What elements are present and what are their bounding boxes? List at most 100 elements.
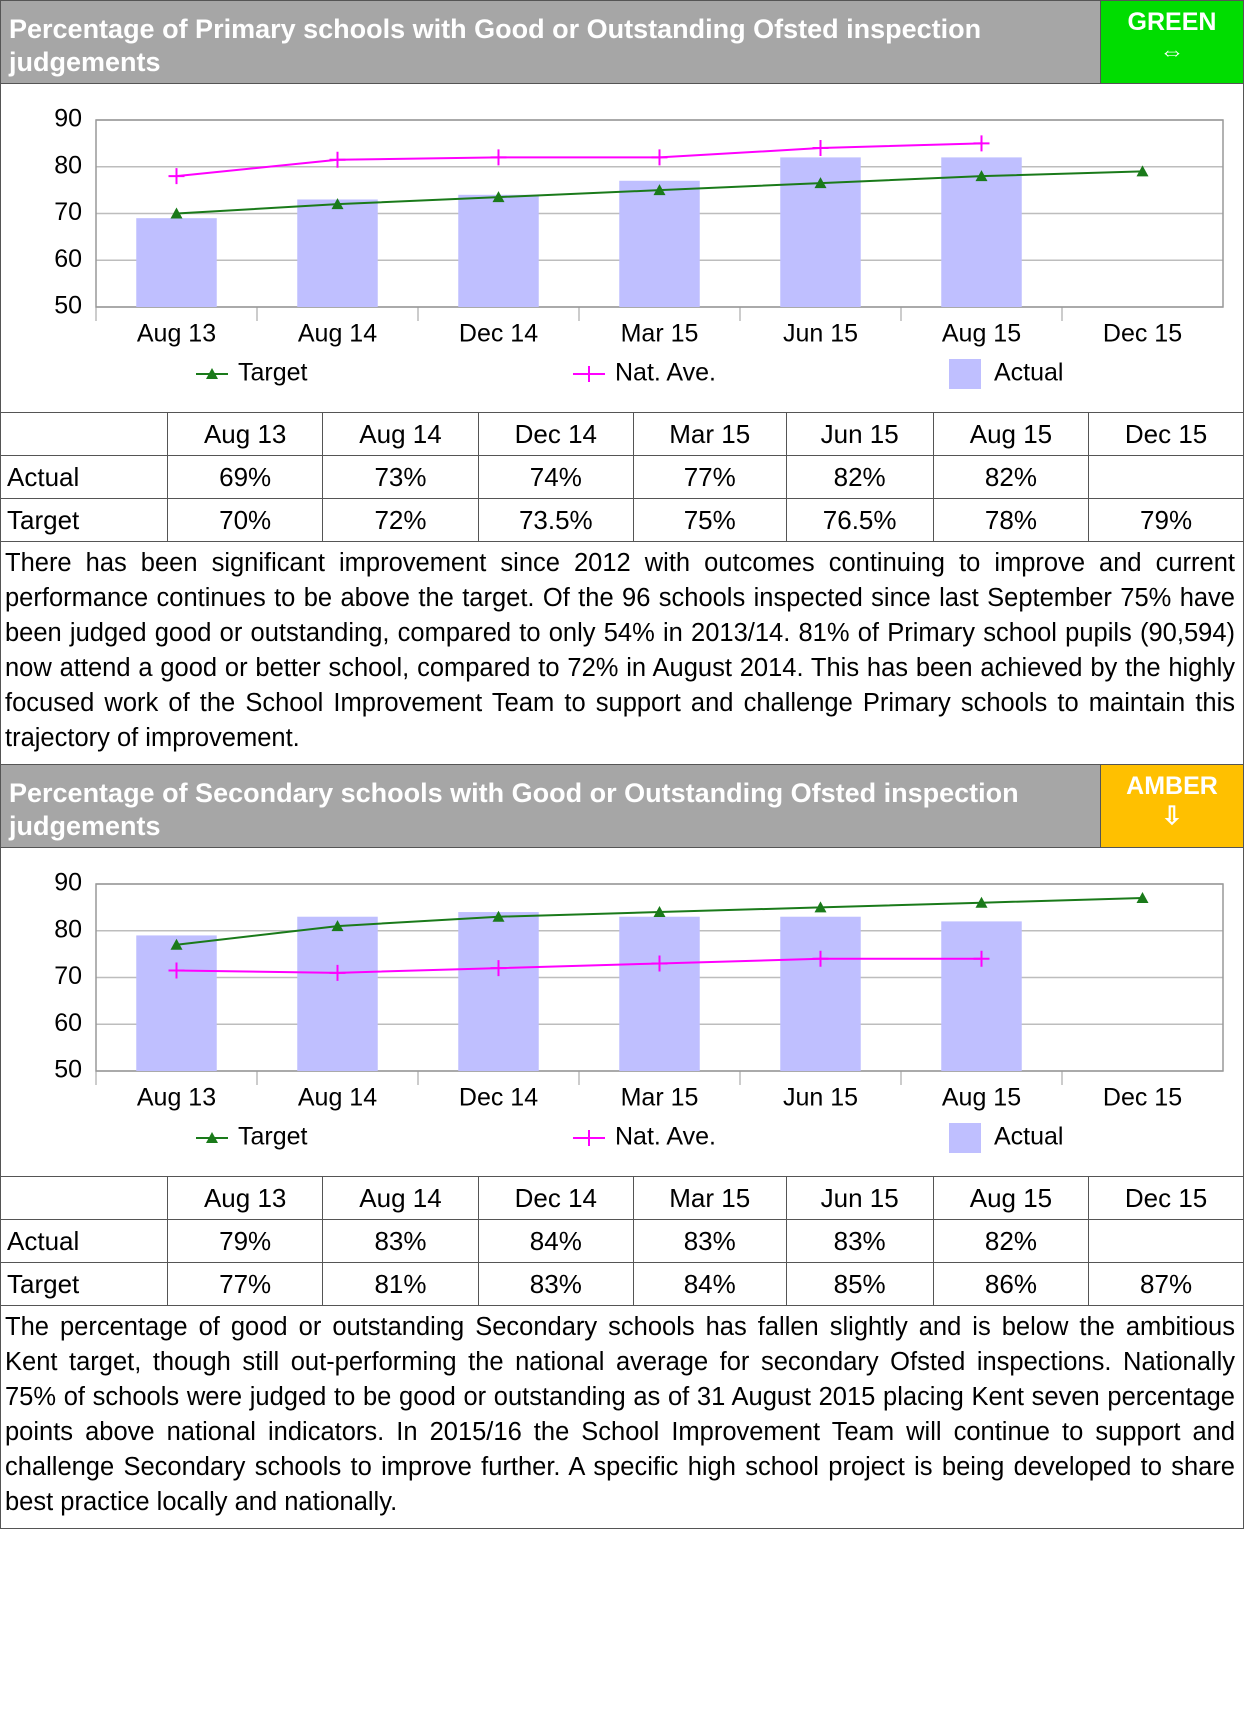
marker xyxy=(581,366,597,382)
marker xyxy=(170,207,183,219)
cell: 85% xyxy=(785,1262,934,1306)
cell: 87% xyxy=(1088,1262,1243,1306)
data-table: Aug 13 Aug 14 Dec 14 Mar 15 Jun 15 Aug 15 Dec … xyxy=(1,413,1243,542)
marker xyxy=(206,368,218,379)
legend-label: Nat. Ave. xyxy=(615,359,716,387)
marker xyxy=(170,938,183,950)
commentary: There has been significant improvement s… xyxy=(1,542,1243,765)
bar xyxy=(297,199,378,307)
corner-cell xyxy=(1,413,168,456)
legend-label: Actual xyxy=(994,359,1063,387)
marker xyxy=(653,906,666,918)
header-cell: Jun 15 xyxy=(785,413,934,456)
marker xyxy=(973,950,990,967)
cell: 74% xyxy=(477,455,634,499)
marker xyxy=(168,962,185,979)
legend-swatch xyxy=(949,1123,981,1153)
row-label: Actual xyxy=(1,455,168,499)
header-cell: Dec 15 xyxy=(1088,413,1243,456)
bar xyxy=(136,935,217,1071)
empty-cell xyxy=(1088,1219,1243,1263)
report: Percentage of Primary schools with Good … xyxy=(0,0,1244,1529)
x-tick-label: Dec 15 xyxy=(1103,320,1182,348)
y-tick-label: 70 xyxy=(54,962,82,990)
cell: 83% xyxy=(322,1219,479,1263)
cell: 75% xyxy=(632,498,787,542)
legend-label: Actual xyxy=(994,1123,1063,1151)
cell: 84% xyxy=(477,1219,634,1263)
cell: 78% xyxy=(932,498,1090,542)
y-tick-label: 60 xyxy=(54,245,82,273)
x-tick-label: Jun 15 xyxy=(783,320,858,348)
marker xyxy=(490,960,507,977)
marker xyxy=(492,191,505,203)
cell: 82% xyxy=(932,455,1090,499)
status-arrow: ⇩ xyxy=(1161,802,1183,830)
x-tick-label: Aug 13 xyxy=(137,1084,216,1112)
marker xyxy=(331,198,344,210)
bar xyxy=(780,916,861,1071)
bar xyxy=(619,916,700,1071)
status-label: GREEN xyxy=(1127,8,1217,36)
x-tick-label: Mar 15 xyxy=(621,320,699,348)
x-tick-label: Jun 15 xyxy=(783,1084,858,1112)
commentary: The percentage of good or outstanding Se… xyxy=(1,1306,1243,1529)
cell: 82% xyxy=(932,1219,1090,1263)
legend-label: Target xyxy=(238,359,308,387)
y-tick-label: 80 xyxy=(54,151,82,179)
x-tick-label: Aug 13 xyxy=(137,320,216,348)
header-cell: Aug 13 xyxy=(166,413,324,456)
marker xyxy=(812,140,829,157)
bar xyxy=(458,194,539,307)
cell: 83% xyxy=(632,1219,787,1263)
cell: 77% xyxy=(632,455,787,499)
cell: 83% xyxy=(785,1219,934,1263)
x-tick-label: Mar 15 xyxy=(621,1084,699,1112)
marker xyxy=(492,910,505,922)
table-row: Actual 79% 83% 84% 83% 83% 82% xyxy=(1,1219,1243,1263)
corner-cell xyxy=(1,1177,168,1220)
header-cell: Jun 15 xyxy=(785,1177,934,1220)
y-tick-label: 70 xyxy=(54,198,82,226)
y-tick-label: 90 xyxy=(54,869,82,897)
line xyxy=(176,957,982,974)
status-badge: AMBER ⇩ xyxy=(1100,765,1243,847)
cell: 77% xyxy=(166,1262,324,1306)
table-header: Aug 13 Aug 14 Dec 14 Mar 15 Jun 15 Aug 15 Dec … xyxy=(1,1177,1243,1220)
marker xyxy=(651,149,668,166)
legend-label: Target xyxy=(238,1123,308,1151)
cell: 70% xyxy=(166,498,324,542)
y-tick-label: 50 xyxy=(54,1056,82,1084)
header-cell: Mar 15 xyxy=(632,413,787,456)
y-tick-label: 50 xyxy=(54,292,82,320)
header-cell: Dec 14 xyxy=(477,1177,634,1220)
row-label: Target xyxy=(1,1262,168,1306)
marker xyxy=(331,920,344,932)
marker xyxy=(653,184,666,196)
marker xyxy=(206,1132,218,1143)
chart: 50 60 70 80 90 Aug 13 Aug 14 Dec 14 Mar 15 Jun 15… xyxy=(1,105,1243,413)
marker xyxy=(975,896,988,908)
cell: 81% xyxy=(322,1262,479,1306)
status-label: AMBER xyxy=(1126,772,1218,800)
table-header: Aug 13 Aug 14 Dec 14 Mar 15 Jun 15 Aug 15 Dec … xyxy=(1,413,1243,456)
header-cell: Aug 13 xyxy=(166,1177,324,1220)
status-arrow: ⇔ xyxy=(1159,38,1185,66)
bar xyxy=(941,921,1022,1071)
cell: 79% xyxy=(166,1219,324,1263)
cell: 76.5% xyxy=(785,498,934,542)
cell: 72% xyxy=(322,498,479,542)
x-tick-label: Aug 15 xyxy=(942,320,1021,348)
cell: 84% xyxy=(632,1262,787,1306)
marker xyxy=(1136,892,1149,904)
section-title: Percentage of Primary schools with Good … xyxy=(9,14,982,77)
marker xyxy=(973,135,990,152)
marker xyxy=(168,168,185,185)
marker xyxy=(329,151,346,168)
cell: 69% xyxy=(166,455,324,499)
marker xyxy=(581,1130,597,1146)
cell: 82% xyxy=(785,455,934,499)
table-row: Target 70% 72% 73.5% 75% 76.5% 78% 79% xyxy=(1,498,1243,542)
marker xyxy=(651,955,668,972)
